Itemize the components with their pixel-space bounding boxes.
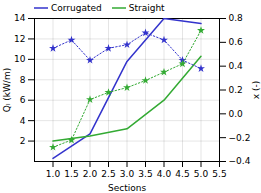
svg-text:x (-): x (-)	[251, 81, 261, 99]
svg-text:10: 10	[14, 54, 26, 64]
svg-text:0.2: 0.2	[229, 85, 243, 95]
svg-text:6: 6	[20, 95, 26, 105]
svg-text:3.5: 3.5	[138, 169, 152, 179]
svg-text:12: 12	[14, 34, 25, 44]
svg-text:0.4: 0.4	[229, 61, 244, 71]
svg-text:2: 2	[20, 136, 26, 146]
svg-text:−0.4: −0.4	[229, 156, 251, 166]
svg-text:5.5: 5.5	[212, 169, 226, 179]
svg-text:4.5: 4.5	[175, 169, 189, 179]
svg-text:5.0: 5.0	[194, 169, 209, 179]
svg-text:0.6: 0.6	[229, 37, 244, 47]
svg-text:Qₗ (kW/m): Qₗ (kW/m)	[2, 68, 12, 112]
svg-text:0.8: 0.8	[229, 13, 244, 23]
svg-text:2.0: 2.0	[83, 169, 98, 179]
svg-text:8: 8	[20, 75, 26, 85]
svg-text:−0.2: −0.2	[229, 133, 251, 143]
svg-text:2.5: 2.5	[101, 169, 115, 179]
svg-text:Sections: Sections	[108, 183, 146, 193]
svg-text:1.0: 1.0	[46, 169, 61, 179]
html-text:Corrugated: Corrugated	[51, 3, 102, 13]
svg-text:3.0: 3.0	[120, 169, 135, 179]
svg-text:4.0: 4.0	[157, 169, 172, 179]
svg-text:4: 4	[20, 116, 26, 126]
svg-text:1.5: 1.5	[64, 169, 78, 179]
html-text:Straight: Straight	[128, 3, 165, 13]
svg-text:14: 14	[14, 13, 26, 23]
svg-text:0.0: 0.0	[229, 109, 244, 119]
